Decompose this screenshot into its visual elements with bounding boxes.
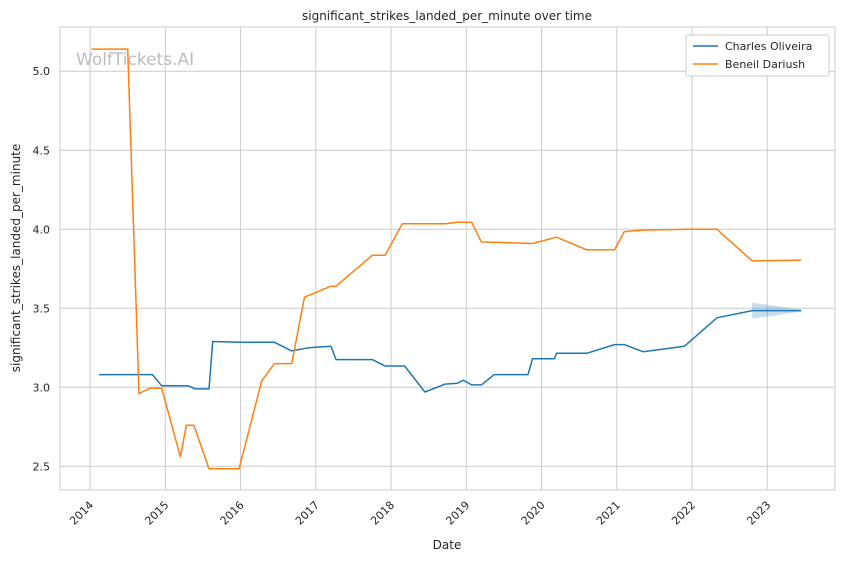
- x-tick-label: 2020: [519, 499, 548, 528]
- x-tick-label: 2016: [218, 499, 247, 528]
- grid-layer: [60, 27, 835, 490]
- y-axis-label: significant_strikes_landed_per_minute: [9, 144, 23, 373]
- confidence-band: [752, 302, 802, 319]
- y-tick-label: 5.0: [33, 65, 51, 78]
- series-layer: [91, 48, 802, 470]
- y-tick-label: 4.5: [33, 144, 51, 157]
- y-tick-label: 3.5: [33, 302, 51, 315]
- x-tick-label: 2017: [293, 499, 322, 528]
- legend-label-oliveira: Charles Oliveira: [725, 40, 812, 53]
- x-tick-label: 2019: [443, 499, 472, 528]
- x-tick-label: 2022: [669, 499, 698, 528]
- x-tick-label: 2021: [594, 499, 623, 528]
- x-tick-label: 2018: [368, 499, 397, 528]
- series-line-1: [91, 48, 802, 470]
- chart-title: significant_strikes_landed_per_minute ov…: [302, 9, 592, 23]
- legend-box: [685, 34, 830, 77]
- x-tick-label: 2015: [142, 499, 171, 528]
- tick-layer: 2.5 3.0 3.5 4.0 4.5 5.0 2014 2015 2016 2017 2018 20…: [33, 65, 774, 527]
- y-tick-label: 2.5: [33, 460, 51, 473]
- x-tick-label: 2014: [67, 499, 96, 528]
- y-tick-label: 3.0: [33, 381, 51, 394]
- x-tick-label: 2023: [744, 499, 773, 528]
- legend: Charles Oliveira Beneil Dariush: [685, 34, 830, 77]
- series-line-0: [99, 309, 802, 393]
- legend-label-dariush: Beneil Dariush: [725, 58, 805, 71]
- watermark-text: WolfTickets.AI: [76, 50, 194, 70]
- y-tick-label: 4.0: [33, 223, 51, 236]
- plot-area-frame: [59, 26, 836, 491]
- x-axis-label: Date: [433, 538, 462, 552]
